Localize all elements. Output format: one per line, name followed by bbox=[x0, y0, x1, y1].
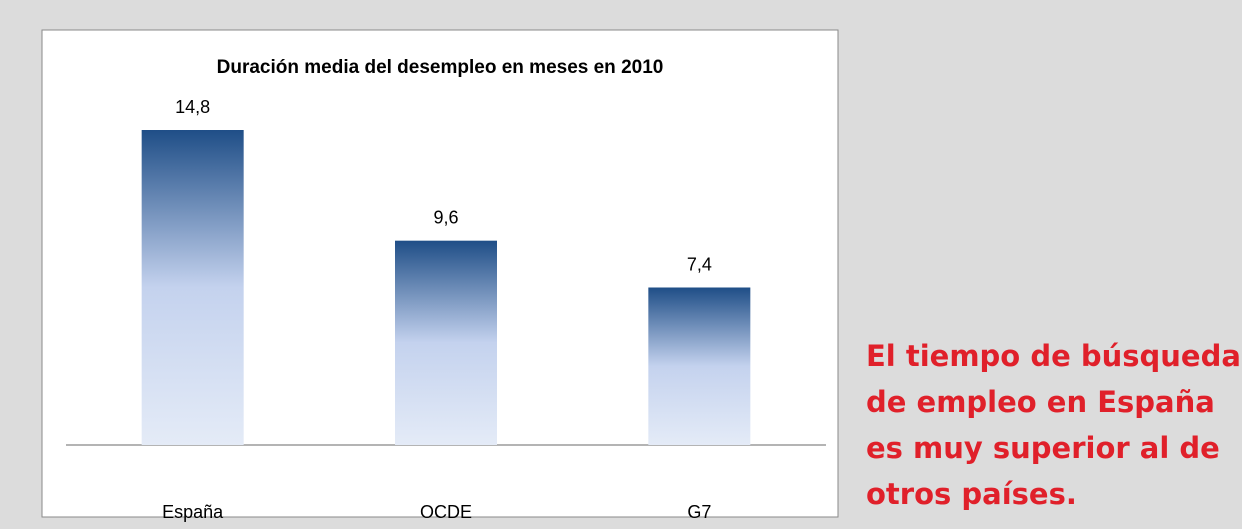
bar bbox=[141, 130, 244, 445]
data-label: 7,4 bbox=[687, 254, 712, 274]
chart-title: Duración media del desempleo en meses en… bbox=[217, 57, 664, 78]
data-label: 14,8 bbox=[175, 97, 210, 117]
x-tick-label: G7 bbox=[687, 502, 711, 522]
data-label: 9,6 bbox=[433, 207, 458, 227]
annotation: otros países. bbox=[866, 477, 1077, 511]
bar bbox=[395, 240, 497, 445]
x-tick-label: OCDE bbox=[420, 502, 472, 522]
x-tick-label: España bbox=[162, 502, 224, 522]
annotation: es muy superior al de bbox=[866, 431, 1220, 465]
bar bbox=[648, 287, 751, 445]
annotation: de empleo en España bbox=[866, 385, 1215, 419]
annotation: El tiempo de búsqueda bbox=[866, 339, 1241, 373]
